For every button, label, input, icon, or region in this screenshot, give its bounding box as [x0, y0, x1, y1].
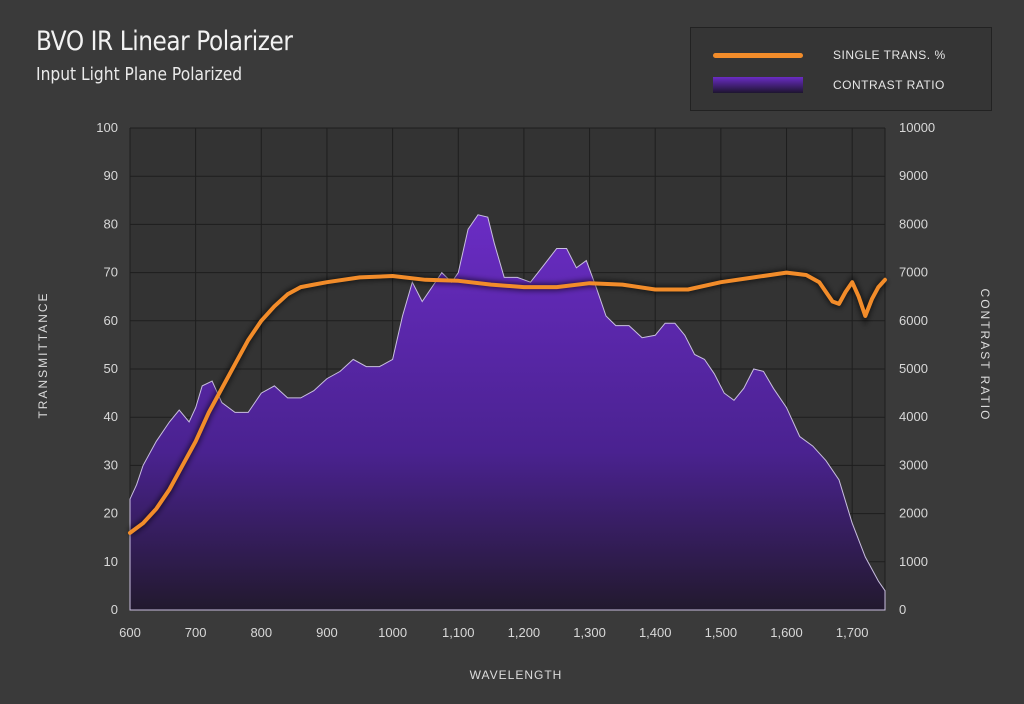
y-tick-label: 60: [104, 313, 118, 328]
y2-tick-label: 1000: [899, 554, 928, 569]
x-tick-label: 1,700: [836, 625, 869, 640]
legend-swatch-area: [713, 77, 803, 93]
y2-tick-label: 0: [899, 602, 906, 617]
y2-tick-label: 6000: [899, 313, 928, 328]
page-title: BVO IR Linear Polarizer: [36, 26, 293, 57]
x-tick-label: 1,200: [508, 625, 541, 640]
y2-tick-label: 10000: [899, 120, 935, 135]
page-subtitle: Input Light Plane Polarized: [36, 64, 243, 85]
y-tick-label: 80: [104, 216, 118, 231]
y-tick-label: 30: [104, 457, 118, 472]
x-tick-label: 1,300: [573, 625, 606, 640]
y-tick-label: 50: [104, 361, 118, 376]
y-tick-label: 40: [104, 409, 118, 424]
y-tick-label: 10: [104, 554, 118, 569]
y-tick-label: 70: [104, 265, 118, 280]
x-tick-label: 1000: [378, 625, 407, 640]
x-tick-label: 1,500: [705, 625, 738, 640]
legend-item-contrast-ratio: CONTRAST RATIO: [691, 75, 991, 95]
x-tick-label: 1,100: [442, 625, 475, 640]
single-trans-line-layer: [127, 269, 888, 536]
y2-axis-label: CONTRAST RATIO: [978, 289, 992, 422]
single-trans-line: [128, 270, 887, 535]
contrast-ratio-area: [129, 214, 886, 611]
legend-swatch-line: [713, 53, 803, 58]
y2-tick-label: 4000: [899, 409, 928, 424]
x-tick-label: 800: [250, 625, 272, 640]
y-tick-labels: 0 10 20 30 40 50 60 70 80 90 100: [96, 120, 118, 617]
legend-label: SINGLE TRANS. %: [833, 48, 946, 62]
y-tick-label: 90: [104, 168, 118, 183]
y2-tick-label: 8000: [899, 216, 928, 231]
x-tick-label: 1,600: [770, 625, 803, 640]
y-axis-label: TRANSMITTANCE: [36, 291, 50, 418]
y-tick-label: 100: [96, 120, 118, 135]
x-tick-label: 700: [185, 625, 207, 640]
y2-tick-label: 2000: [899, 506, 928, 521]
x-tick-label: 1,400: [639, 625, 672, 640]
x-tick-label: 900: [316, 625, 338, 640]
legend-label: CONTRAST RATIO: [833, 78, 945, 92]
y2-tick-label: 3000: [899, 457, 928, 472]
y-tick-label: 20: [104, 506, 118, 521]
legend: SINGLE TRANS. % CONTRAST RATIO: [690, 27, 992, 111]
x-axis-label: WAVELENGTH: [470, 668, 563, 682]
x-tick-label: 600: [119, 625, 141, 640]
legend-item-single-trans: SINGLE TRANS. %: [691, 45, 991, 65]
y2-tick-label: 7000: [899, 265, 928, 280]
y2-tick-label: 5000: [899, 361, 928, 376]
y2-tick-labels: 0 1000 2000 3000 4000 5000 6000 7000 8000 9000 100…: [899, 120, 935, 617]
x-tick-labels: 600 700 800 900 1000 1,100 1,200 1,300 1,400 1,50…: [119, 625, 868, 640]
contrast-ratio-area-layer: [129, 214, 886, 611]
y-tick-label: 0: [111, 602, 118, 617]
y2-tick-label: 9000: [899, 168, 928, 183]
